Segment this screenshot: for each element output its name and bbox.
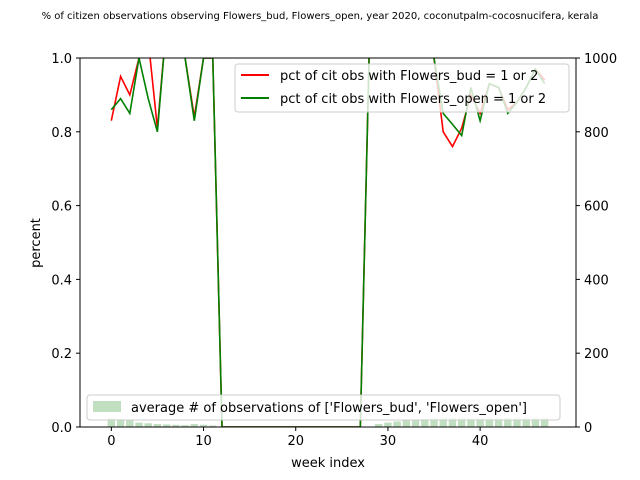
x-tick-label: 30 [380, 434, 397, 449]
observation-bar [153, 424, 162, 427]
legend-lines: pct of cit obs with Flowers_bud = 1 or 2… [234, 63, 570, 113]
observation-bar [467, 417, 475, 427]
x-tick-label: 20 [287, 434, 304, 449]
legend-label-observations: average # of observations of ['Flowers_b… [131, 401, 527, 416]
y2-tick-label: 400 [584, 273, 609, 288]
observation-bar [384, 422, 392, 427]
y-tick-label: 0.2 [51, 347, 72, 362]
observation-bar [531, 417, 540, 427]
observation-bar [181, 425, 189, 427]
observation-bar [540, 417, 549, 427]
observation-bar [172, 424, 180, 427]
x-tick-label: 10 [195, 434, 212, 449]
observation-bar [448, 417, 457, 427]
observation-bar [421, 418, 429, 427]
observation-bar [504, 417, 512, 427]
y2-tick-label: 800 [584, 126, 609, 141]
y-tick-label: 0.4 [51, 273, 72, 288]
observation-bar [513, 417, 521, 427]
y-tick-label: 0.6 [51, 200, 72, 215]
observation-bar [494, 417, 503, 427]
y-axis-title: percent [29, 218, 44, 268]
legend-label-bud: pct of cit obs with Flowers_bud = 1 or 2 [280, 69, 538, 84]
legend-bars-frame [86, 394, 561, 421]
observation-bar [162, 424, 171, 427]
observation-bar [135, 422, 143, 427]
y2-tick-label: 600 [584, 200, 609, 215]
y-tick-label: 1.0 [51, 52, 72, 67]
legend-lines-frame [234, 63, 570, 113]
observation-bar [457, 417, 466, 427]
legend-bars: average # of observations of ['Flowers_b… [86, 394, 561, 421]
observation-bar [209, 425, 217, 427]
observation-bar [393, 421, 401, 427]
observation-bar [116, 418, 125, 427]
observation-bar [375, 424, 383, 427]
y2-tick-label: 0 [584, 421, 592, 436]
chart-title: % of citizen observations observing Flow… [42, 11, 599, 22]
observation-bar [439, 417, 447, 427]
x-tick-label: 0 [107, 434, 115, 449]
observation-bar [430, 418, 438, 427]
y-axis-right: 0 200 400 600 800 1000 [576, 52, 617, 436]
observation-bar [411, 419, 420, 427]
x-tick-label: 40 [472, 434, 489, 449]
y-axis-left: 0.0 0.2 0.4 0.6 0.8 1.0 [51, 52, 80, 436]
y-tick-label: 0.0 [51, 421, 72, 436]
bars-layer [107, 417, 549, 427]
legend-swatch-observations [93, 401, 121, 412]
y2-tick-label: 1000 [584, 52, 617, 67]
observation-bar [126, 420, 134, 427]
observation-bar [402, 420, 411, 427]
observation-bar [522, 417, 530, 427]
y-tick-label: 0.8 [51, 126, 72, 141]
legend-label-open: pct of cit obs with Flowers_open = 1 or … [280, 92, 546, 107]
observation-bar [199, 424, 208, 427]
x-axis: 0 10 20 30 40 [107, 427, 488, 449]
plot-frame [79, 57, 577, 428]
observation-bar [144, 423, 152, 427]
observation-bar [190, 424, 199, 427]
observation-bar [485, 417, 494, 427]
y2-tick-label: 200 [584, 347, 609, 362]
observation-bar [476, 417, 484, 427]
observation-bar [107, 417, 116, 427]
x-axis-title: week index [291, 456, 365, 471]
